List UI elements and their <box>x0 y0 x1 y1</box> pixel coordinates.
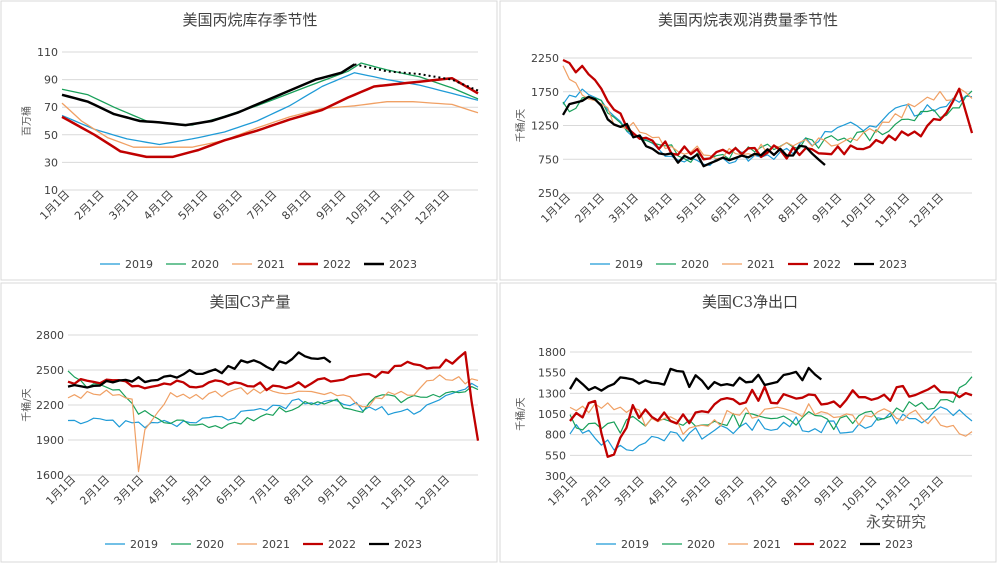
y-tick-label: 10 <box>44 184 58 197</box>
legend-label-2022: 2022 <box>813 258 841 271</box>
chart-title: 美国C3产量 <box>209 293 290 311</box>
y-tick-label: 1800 <box>538 346 566 359</box>
legend: 2019 2020 2021 2022 2023 <box>105 538 422 551</box>
series-line-2021 <box>569 402 973 437</box>
legend-label-2021: 2021 <box>747 258 775 271</box>
legend-label-2023: 2023 <box>879 258 907 271</box>
legend-label-2022: 2022 <box>323 258 351 271</box>
series-line-2019 <box>67 382 479 429</box>
panel-frame <box>499 0 997 281</box>
legend-label-2019: 2019 <box>615 258 643 271</box>
series-line-2023 <box>562 95 826 168</box>
y-tick-label: 1050 <box>538 408 566 421</box>
legend-label-2022: 2022 <box>328 538 356 551</box>
y-tick-label: 1900 <box>36 434 64 447</box>
y-tick-label: 90 <box>44 74 58 87</box>
legend-label-2019: 2019 <box>125 258 153 271</box>
watermark-text: 永安研究 <box>866 513 926 531</box>
legend-label-2019: 2019 <box>130 538 158 551</box>
panel-frame <box>0 282 498 563</box>
y-tick-label: 2200 <box>36 399 64 412</box>
chart-panel-4: 美国C3净出口千桶/天30055080010501300155018001月1日… <box>499 282 997 563</box>
y-tick-label: 750 <box>538 153 559 166</box>
legend: 2019 2020 2021 2022 2023 <box>596 538 913 551</box>
legend-label-2022: 2022 <box>819 538 847 551</box>
series-line-2020 <box>61 62 479 126</box>
legend: 2019 2020 2021 2022 2023 <box>100 258 417 271</box>
legend-label-2023: 2023 <box>885 538 913 551</box>
y-tick-label: 50 <box>44 129 58 142</box>
legend-label-2020: 2020 <box>681 258 709 271</box>
y-tick-label: 1550 <box>538 367 566 380</box>
y-axis-label: 千桶/天 <box>514 109 527 142</box>
chart-title: 美国丙烷库存季节性 <box>182 11 317 29</box>
y-tick-label: 1750 <box>531 86 559 99</box>
y-tick-label: 550 <box>545 449 566 462</box>
legend-label-2020: 2020 <box>191 258 219 271</box>
y-tick-label: 30 <box>44 156 58 169</box>
series-line-2023 <box>61 63 356 127</box>
y-tick-label: 70 <box>44 101 58 114</box>
y-tick-label: 1300 <box>538 387 566 400</box>
chart-title: 美国丙烷表观消费量季节性 <box>658 11 838 29</box>
chart-title: 美国C3净出口 <box>702 293 798 311</box>
y-tick-label: 2500 <box>36 364 64 377</box>
legend-label-2021: 2021 <box>257 258 285 271</box>
legend-label-2023: 2023 <box>389 258 417 271</box>
y-tick-label: 800 <box>545 429 566 442</box>
series-line-2021 <box>61 101 479 148</box>
legend-label-2020: 2020 <box>687 538 715 551</box>
series-line-2020 <box>67 370 479 429</box>
series-line-2020 <box>569 376 973 434</box>
series-line-2023 <box>67 351 332 389</box>
legend-label-2020: 2020 <box>196 538 224 551</box>
series-line-2019 <box>569 406 973 452</box>
legend-label-2023: 2023 <box>394 538 422 551</box>
series-line-2022 <box>61 76 479 159</box>
panel-frame <box>499 282 997 563</box>
y-tick-label: 2250 <box>531 52 559 65</box>
panel-frame <box>0 0 498 281</box>
y-tick-label: 300 <box>545 470 566 483</box>
y-tick-label: 1600 <box>36 469 64 482</box>
y-tick-label: 2800 <box>36 329 64 342</box>
legend-label-2021: 2021 <box>753 538 781 551</box>
series-line-2023 <box>569 366 823 392</box>
y-axis-label: 千桶/天 <box>20 388 33 421</box>
y-axis-label: 千桶/天 <box>514 397 527 430</box>
y-tick-label: 1250 <box>531 120 559 133</box>
series-line-2023-dotted <box>354 63 479 92</box>
y-tick-label: 110 <box>37 46 58 59</box>
series-line-2022 <box>67 351 480 441</box>
series-line-2021 <box>67 374 479 473</box>
legend-label-2019: 2019 <box>621 538 649 551</box>
y-tick-label: 250 <box>538 187 559 200</box>
series-line-2022 <box>569 384 973 458</box>
y-axis-label: 百万桶 <box>20 106 33 136</box>
legend: 2019 2020 2021 2022 2023 <box>590 258 907 271</box>
legend-label-2021: 2021 <box>262 538 290 551</box>
